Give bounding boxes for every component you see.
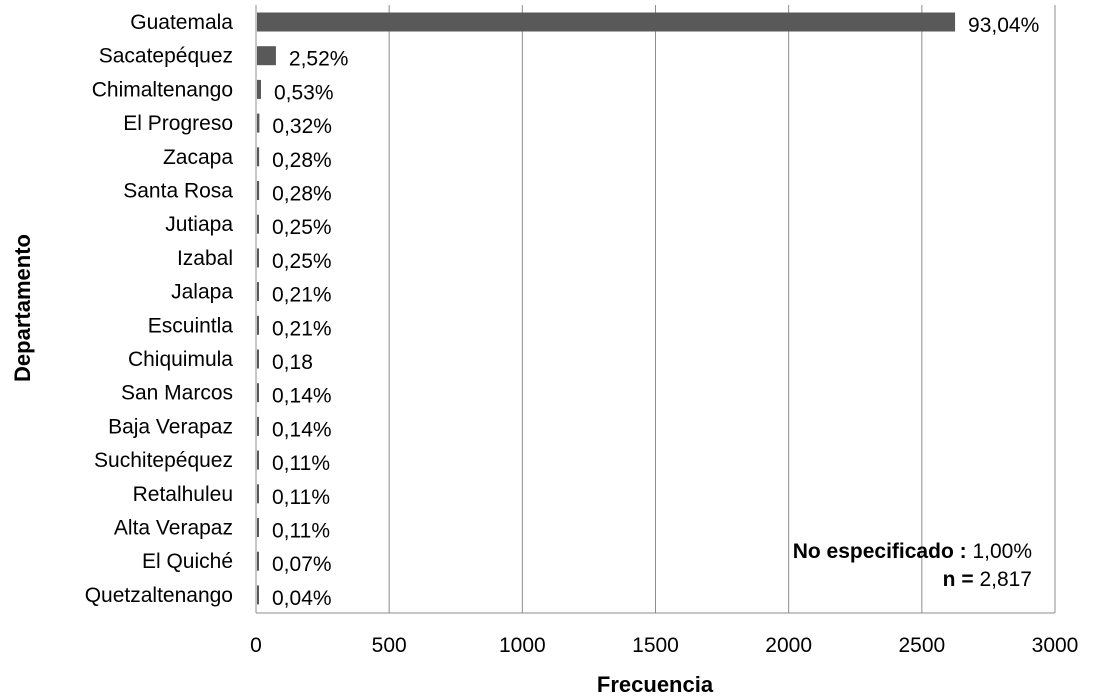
unspecified-value: 1,00% — [972, 540, 1032, 563]
category-label: Izabal — [177, 247, 233, 270]
category-label: San Marcos — [121, 382, 233, 405]
bar — [257, 349, 259, 369]
bar — [257, 12, 956, 32]
data-label: 0,53% — [274, 81, 334, 104]
x-tick-label: 500 — [372, 634, 407, 657]
category-label: Zacapa — [163, 146, 233, 169]
n-label: n = — [942, 568, 974, 591]
bar — [257, 181, 260, 200]
x-tick-label: 1000 — [499, 634, 546, 657]
data-label: 93,04% — [968, 14, 1039, 37]
bar — [257, 383, 259, 403]
data-label: 0,07% — [272, 553, 332, 576]
unspecified-annotation: No especificado : 1,00% — [793, 539, 1032, 565]
data-label: 0,21% — [272, 284, 332, 307]
data-label: 0,11% — [272, 486, 330, 509]
bar — [257, 484, 259, 504]
category-labels: Guatemala Sacatepéquez Chimaltenango El Pro… — [85, 11, 234, 607]
bar — [257, 79, 261, 99]
data-label: 0,28% — [272, 183, 332, 206]
y-axis-title: Departamento — [10, 234, 35, 382]
data-label: 0,28% — [272, 149, 332, 172]
data-label: 2,52% — [289, 48, 349, 71]
category-label: Escuintla — [148, 314, 234, 337]
category-label: Chimaltenango — [92, 78, 233, 101]
bar — [257, 518, 259, 537]
bar — [257, 585, 259, 605]
category-label: Jutiapa — [165, 213, 233, 236]
category-label: El Progreso — [123, 112, 233, 135]
category-label: Jalapa — [171, 281, 233, 304]
category-label: Retalhuleu — [133, 483, 233, 506]
data-label: 0,25% — [272, 216, 332, 239]
bar — [257, 282, 259, 302]
sample-size-annotation: n = 2,817 — [943, 567, 1032, 593]
bars — [257, 12, 956, 605]
bar — [257, 551, 259, 571]
grid-lines — [255, 5, 1056, 614]
data-label: 0,11% — [272, 520, 330, 543]
x-axis-title: Frecuencia — [597, 672, 714, 697]
category-label: Chiquimula — [128, 348, 233, 371]
x-tick-label: 0 — [250, 634, 262, 657]
data-label: 0,18 — [272, 351, 313, 374]
category-label: Quetzaltenango — [85, 584, 233, 607]
category-label: Sacatepéquez — [99, 45, 233, 68]
bar — [257, 315, 259, 335]
x-tick-label: 2000 — [765, 634, 812, 657]
x-tick-labels: 0 500 1000 1500 2000 2500 3000 — [250, 634, 1078, 657]
data-label: 0,14% — [272, 385, 332, 408]
unspecified-label: No especificado : — [792, 540, 967, 563]
x-tick-label: 3000 — [1032, 634, 1079, 657]
bar — [257, 450, 259, 470]
x-tick-label: 1500 — [632, 634, 679, 657]
data-label: 0,14% — [272, 418, 332, 441]
data-labels: 93,04% 2,52% 0,53% 0,32% 0,28% 0,28% 0,25% 0,25… — [272, 14, 1039, 610]
data-label: 0,04% — [272, 587, 332, 610]
n-value: 2,817 — [979, 568, 1032, 591]
bar — [257, 46, 276, 66]
data-label: 0,25% — [272, 250, 332, 273]
category-label: Guatemala — [130, 11, 233, 34]
category-label: El Quiché — [142, 550, 233, 573]
bar — [257, 416, 259, 436]
category-label: Suchitepéquez — [94, 449, 233, 472]
data-label: 0,32% — [272, 115, 332, 138]
data-label: 0,21% — [272, 317, 332, 340]
bar — [257, 113, 260, 133]
bar — [257, 248, 259, 268]
data-label: 0,11% — [272, 452, 330, 475]
bar — [257, 147, 260, 167]
bar — [257, 214, 259, 234]
category-label: Santa Rosa — [123, 180, 233, 203]
x-tick-label: 2500 — [898, 634, 945, 657]
category-label: Baja Verapaz — [108, 415, 233, 438]
category-label: Alta Verapaz — [114, 517, 233, 540]
